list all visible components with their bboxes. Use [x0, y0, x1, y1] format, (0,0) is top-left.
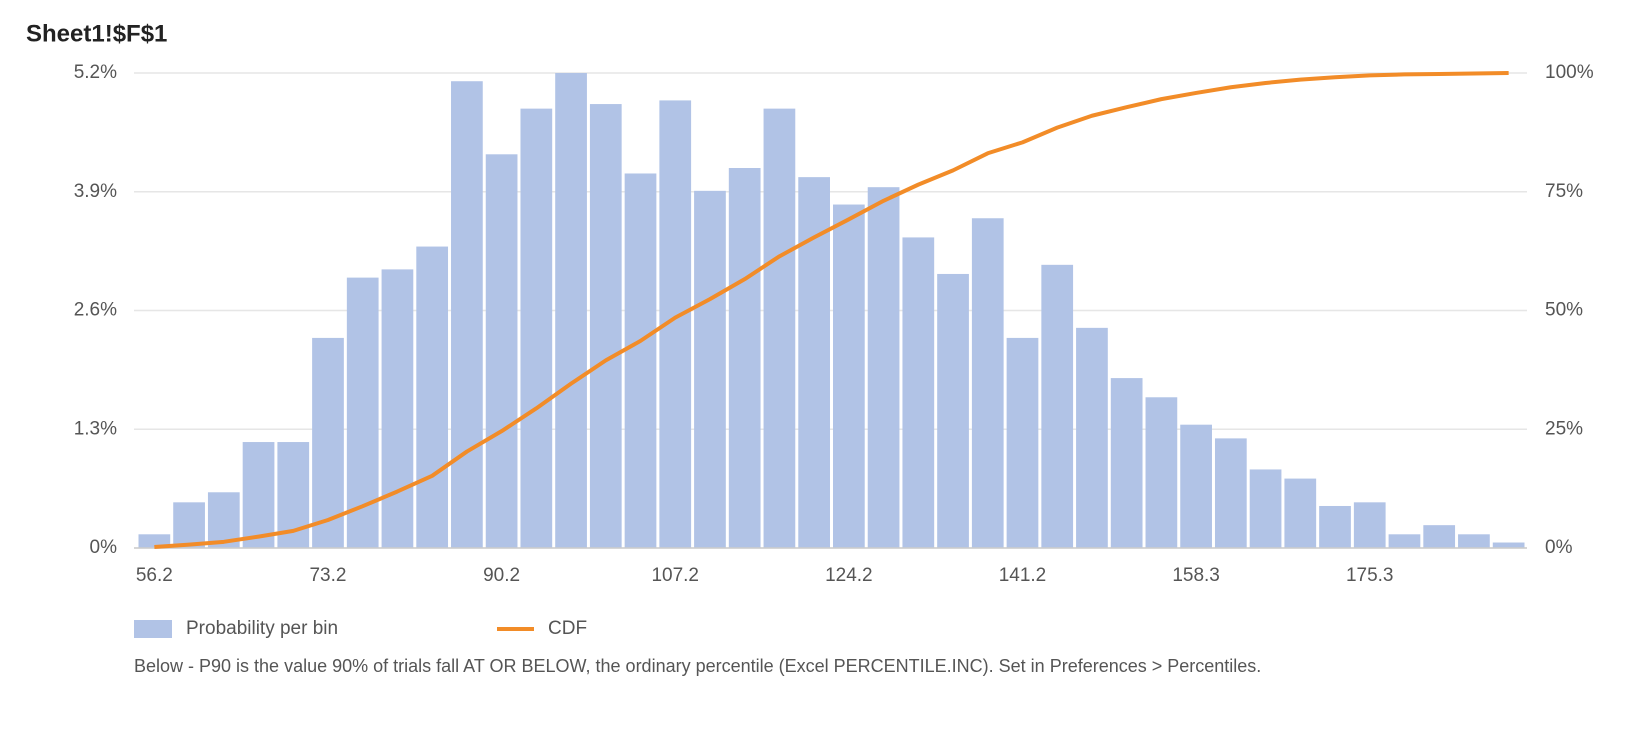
y2-tick-label: 75%	[1545, 181, 1583, 202]
footnote: Below - P90 is the value 90% of trials f…	[134, 656, 1261, 676]
bar	[555, 73, 587, 548]
bar	[1214, 438, 1247, 548]
y2-tick-label: 25%	[1545, 418, 1583, 439]
bar	[1249, 469, 1282, 548]
bar	[416, 246, 449, 549]
y-tick-label: 0%	[90, 537, 118, 558]
bar	[589, 104, 622, 549]
bar	[1180, 424, 1212, 548]
bar	[971, 218, 1004, 548]
y-tick-label: 1.3%	[74, 418, 117, 439]
bar	[902, 237, 935, 548]
bar	[1006, 337, 1039, 548]
x-tick-label: 90.2	[483, 565, 520, 586]
legend-swatch	[134, 620, 172, 638]
bar	[242, 442, 275, 548]
bar	[1353, 502, 1386, 548]
y2-tick-label: 50%	[1545, 300, 1583, 321]
bar	[1284, 478, 1317, 548]
x-tick-label: 107.2	[651, 565, 699, 586]
bar	[520, 108, 553, 548]
y-tick-label: 3.9%	[74, 181, 117, 202]
bar	[937, 273, 969, 548]
bar	[867, 187, 900, 549]
bar	[833, 204, 865, 549]
y-tick-label: 2.6%	[74, 300, 117, 321]
bar	[485, 154, 518, 548]
x-tick-label: 158.3	[1172, 565, 1220, 586]
x-tick-label: 141.2	[999, 565, 1047, 586]
y-tick-label: 5.2%	[74, 62, 117, 83]
chart-title: Sheet1!$F$1	[26, 20, 167, 47]
bar	[1492, 542, 1525, 548]
bar	[624, 173, 657, 548]
x-tick-label: 175.3	[1346, 565, 1394, 586]
legend-label: Probability per bin	[186, 618, 338, 639]
bar	[1458, 534, 1490, 548]
bar	[451, 81, 483, 548]
legend-label: CDF	[548, 618, 587, 639]
cdf-line	[154, 71, 1509, 550]
bar	[1076, 327, 1108, 548]
x-tick-label: 73.2	[309, 565, 346, 586]
bar	[1423, 525, 1456, 548]
bar	[381, 269, 414, 548]
bar	[173, 502, 205, 548]
bar	[1145, 397, 1178, 548]
y2-tick-label: 100%	[1545, 62, 1594, 83]
x-tick-label: 124.2	[825, 565, 873, 586]
bar	[728, 168, 761, 548]
bar	[694, 190, 726, 548]
y2-tick-label: 0%	[1545, 537, 1573, 558]
bar	[312, 337, 344, 548]
bar	[1110, 378, 1143, 548]
bar	[763, 108, 796, 548]
bar	[1041, 264, 1074, 548]
bar	[1319, 505, 1351, 548]
bar	[1388, 534, 1421, 548]
x-tick-label: 56.2	[136, 565, 173, 586]
